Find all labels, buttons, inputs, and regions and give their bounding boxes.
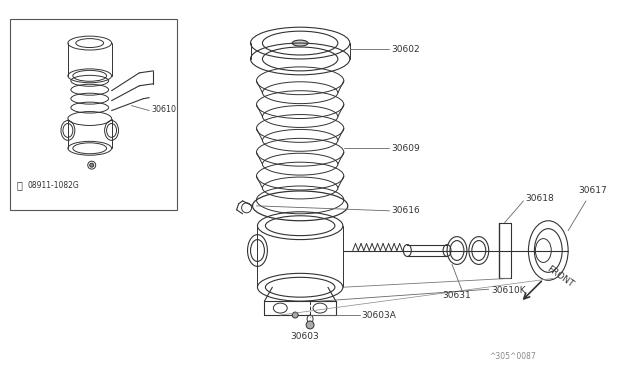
Text: 30603: 30603: [290, 332, 319, 341]
Text: 30618: 30618: [525, 195, 554, 203]
Ellipse shape: [292, 40, 308, 46]
Text: FRONT: FRONT: [545, 264, 575, 289]
Text: 30610: 30610: [151, 105, 176, 114]
Text: 30616: 30616: [392, 206, 420, 215]
Text: 30602: 30602: [392, 45, 420, 54]
Ellipse shape: [90, 163, 93, 167]
Bar: [10, 19, 177, 210]
Text: 30610K: 30610K: [492, 286, 526, 295]
Ellipse shape: [292, 312, 298, 318]
Text: 30609: 30609: [392, 144, 420, 153]
Text: 30603A: 30603A: [362, 311, 397, 320]
Text: ⒩: ⒩: [16, 180, 22, 190]
Text: 08911-1082G: 08911-1082G: [28, 180, 79, 189]
Ellipse shape: [306, 321, 314, 329]
Text: ^305^0087: ^305^0087: [489, 352, 536, 361]
Text: 30631: 30631: [442, 291, 471, 300]
Text: 30617: 30617: [578, 186, 607, 195]
